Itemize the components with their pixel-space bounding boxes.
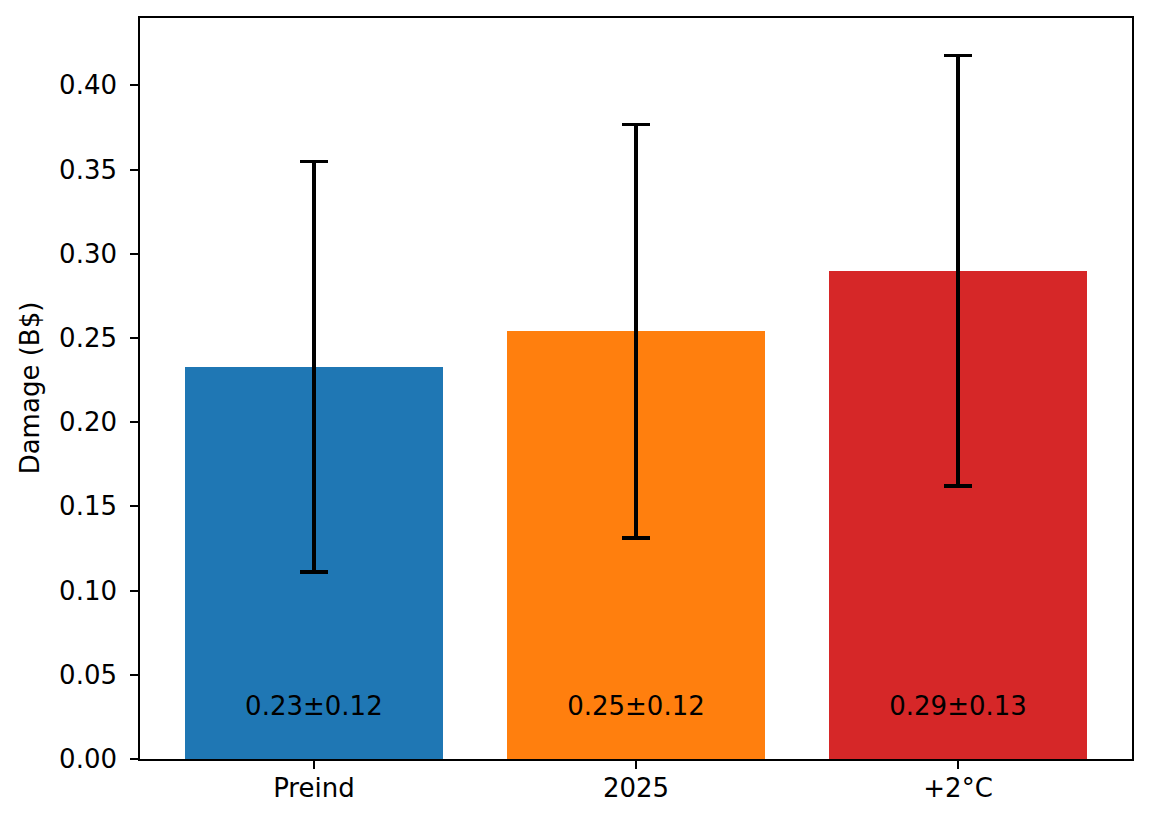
x-tick-label: +2°C — [923, 773, 992, 803]
error-bar-cap-top — [944, 54, 972, 58]
y-tick-label: 0.40 — [0, 70, 117, 100]
error-bar-cap-top — [300, 160, 328, 164]
error-bar-line — [312, 161, 316, 572]
error-bar-cap-top — [622, 123, 650, 127]
error-bar-line — [956, 55, 960, 486]
y-tick-label: 0.00 — [0, 744, 117, 774]
x-tick-mark — [957, 759, 959, 769]
y-tick-mark — [130, 253, 140, 255]
y-tick-label: 0.30 — [0, 239, 117, 269]
error-bar-cap-bottom — [300, 570, 328, 574]
y-tick-label: 0.15 — [0, 491, 117, 521]
y-tick-mark — [130, 337, 140, 339]
y-tick-mark — [130, 758, 140, 760]
bar-value-label: 0.25±0.12 — [507, 691, 765, 721]
y-tick-mark — [130, 84, 140, 86]
y-tick-label: 0.20 — [0, 407, 117, 437]
y-tick-mark — [130, 421, 140, 423]
error-bar-cap-bottom — [944, 484, 972, 488]
error-bar-line — [634, 124, 638, 538]
x-tick-mark — [635, 759, 637, 769]
x-tick-label: 2025 — [603, 773, 669, 803]
y-tick-mark — [130, 590, 140, 592]
x-tick-mark — [313, 759, 315, 769]
y-tick-label: 0.35 — [0, 155, 117, 185]
y-tick-label: 0.25 — [0, 323, 117, 353]
bar-chart-figure: Damage (B$) 0.23±0.120.25±0.120.29±0.13 … — [0, 0, 1152, 826]
y-tick-mark — [130, 505, 140, 507]
y-tick-mark — [130, 674, 140, 676]
y-tick-mark — [130, 169, 140, 171]
bar-value-label: 0.23±0.12 — [185, 691, 443, 721]
plot-area: 0.23±0.12 0.25±0.12 0.29±0.13 — [140, 18, 1132, 759]
x-tick-label: Preind — [273, 773, 355, 803]
error-bar-cap-bottom — [622, 536, 650, 540]
bar-value-label: 0.29±0.13 — [829, 691, 1087, 721]
y-tick-label: 0.10 — [0, 576, 117, 606]
y-tick-label: 0.05 — [0, 660, 117, 690]
